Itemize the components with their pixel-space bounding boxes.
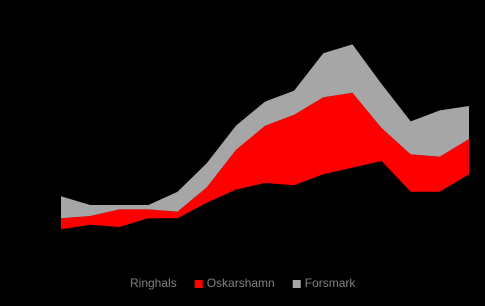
area	[61, 44, 469, 219]
legend-swatch	[194, 280, 203, 288]
legend-label: Ringhals	[130, 276, 177, 290]
legend-swatch	[292, 280, 301, 288]
area	[61, 92, 469, 230]
legend-label: Oskarshamn	[207, 276, 275, 290]
legend-label: Forsmark	[305, 276, 357, 290]
area	[61, 161, 469, 260]
legend-swatch	[118, 280, 126, 288]
